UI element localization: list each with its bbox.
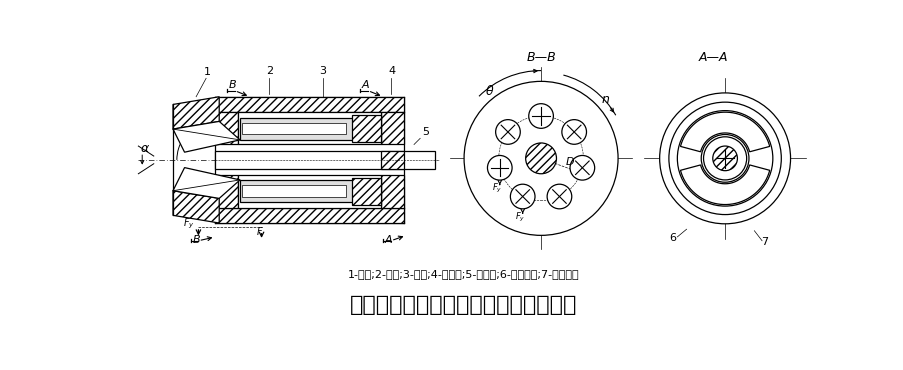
Polygon shape	[352, 115, 380, 142]
Polygon shape	[172, 191, 219, 223]
Text: 1: 1	[204, 67, 211, 77]
Text: A: A	[385, 235, 392, 245]
Text: D: D	[565, 157, 573, 166]
Circle shape	[528, 104, 553, 128]
Polygon shape	[239, 118, 354, 140]
Text: 7: 7	[760, 236, 768, 246]
Polygon shape	[172, 97, 219, 129]
Text: 6: 6	[668, 233, 675, 243]
Circle shape	[487, 155, 511, 180]
Text: 3: 3	[320, 65, 326, 75]
Text: 4: 4	[388, 65, 396, 75]
Polygon shape	[242, 185, 346, 197]
Text: θ: θ	[485, 85, 493, 98]
Text: A: A	[361, 80, 369, 90]
Text: n: n	[600, 93, 609, 106]
Text: 压密封元件的轴向柱塞马达工作原理图: 压密封元件的轴向柱塞马达工作原理图	[349, 295, 576, 314]
Circle shape	[546, 184, 571, 209]
Polygon shape	[215, 208, 404, 223]
Text: B: B	[228, 80, 236, 90]
Polygon shape	[238, 175, 380, 208]
Text: $F$: $F$	[256, 225, 264, 236]
Circle shape	[562, 120, 586, 144]
Text: A—A: A—A	[698, 51, 728, 64]
Text: 1-斜盘;2-缸体;3-柱塞;4-配油盘;5-马达轴;6-进油窗口;7-回油窗口: 1-斜盘;2-缸体;3-柱塞;4-配油盘;5-马达轴;6-进油窗口;7-回油窗口	[347, 269, 579, 279]
Circle shape	[570, 155, 594, 180]
Text: B—B: B—B	[526, 51, 555, 64]
Polygon shape	[172, 168, 239, 198]
Polygon shape	[680, 112, 768, 152]
Polygon shape	[380, 175, 404, 208]
Polygon shape	[380, 151, 404, 169]
Polygon shape	[215, 175, 238, 208]
Polygon shape	[242, 123, 346, 134]
Circle shape	[495, 120, 520, 144]
Circle shape	[525, 143, 556, 174]
Polygon shape	[352, 178, 380, 205]
Polygon shape	[215, 97, 404, 112]
Circle shape	[510, 184, 535, 209]
Text: 5: 5	[422, 127, 428, 137]
Circle shape	[463, 81, 618, 235]
Polygon shape	[380, 112, 404, 145]
Circle shape	[659, 93, 790, 224]
Polygon shape	[238, 112, 380, 145]
Text: $F_y$: $F_y$	[182, 216, 194, 231]
Text: $F_y$: $F_y$	[492, 182, 502, 195]
Text: B: B	[192, 235, 200, 245]
Text: α: α	[140, 142, 148, 155]
Polygon shape	[215, 151, 434, 169]
Text: $F_x$: $F_x$	[334, 178, 346, 192]
Polygon shape	[239, 180, 354, 202]
Text: 2: 2	[265, 65, 273, 75]
Polygon shape	[172, 121, 239, 152]
Circle shape	[712, 146, 737, 171]
Polygon shape	[215, 112, 238, 145]
Text: $F_y$: $F_y$	[515, 211, 525, 224]
Polygon shape	[680, 165, 768, 205]
